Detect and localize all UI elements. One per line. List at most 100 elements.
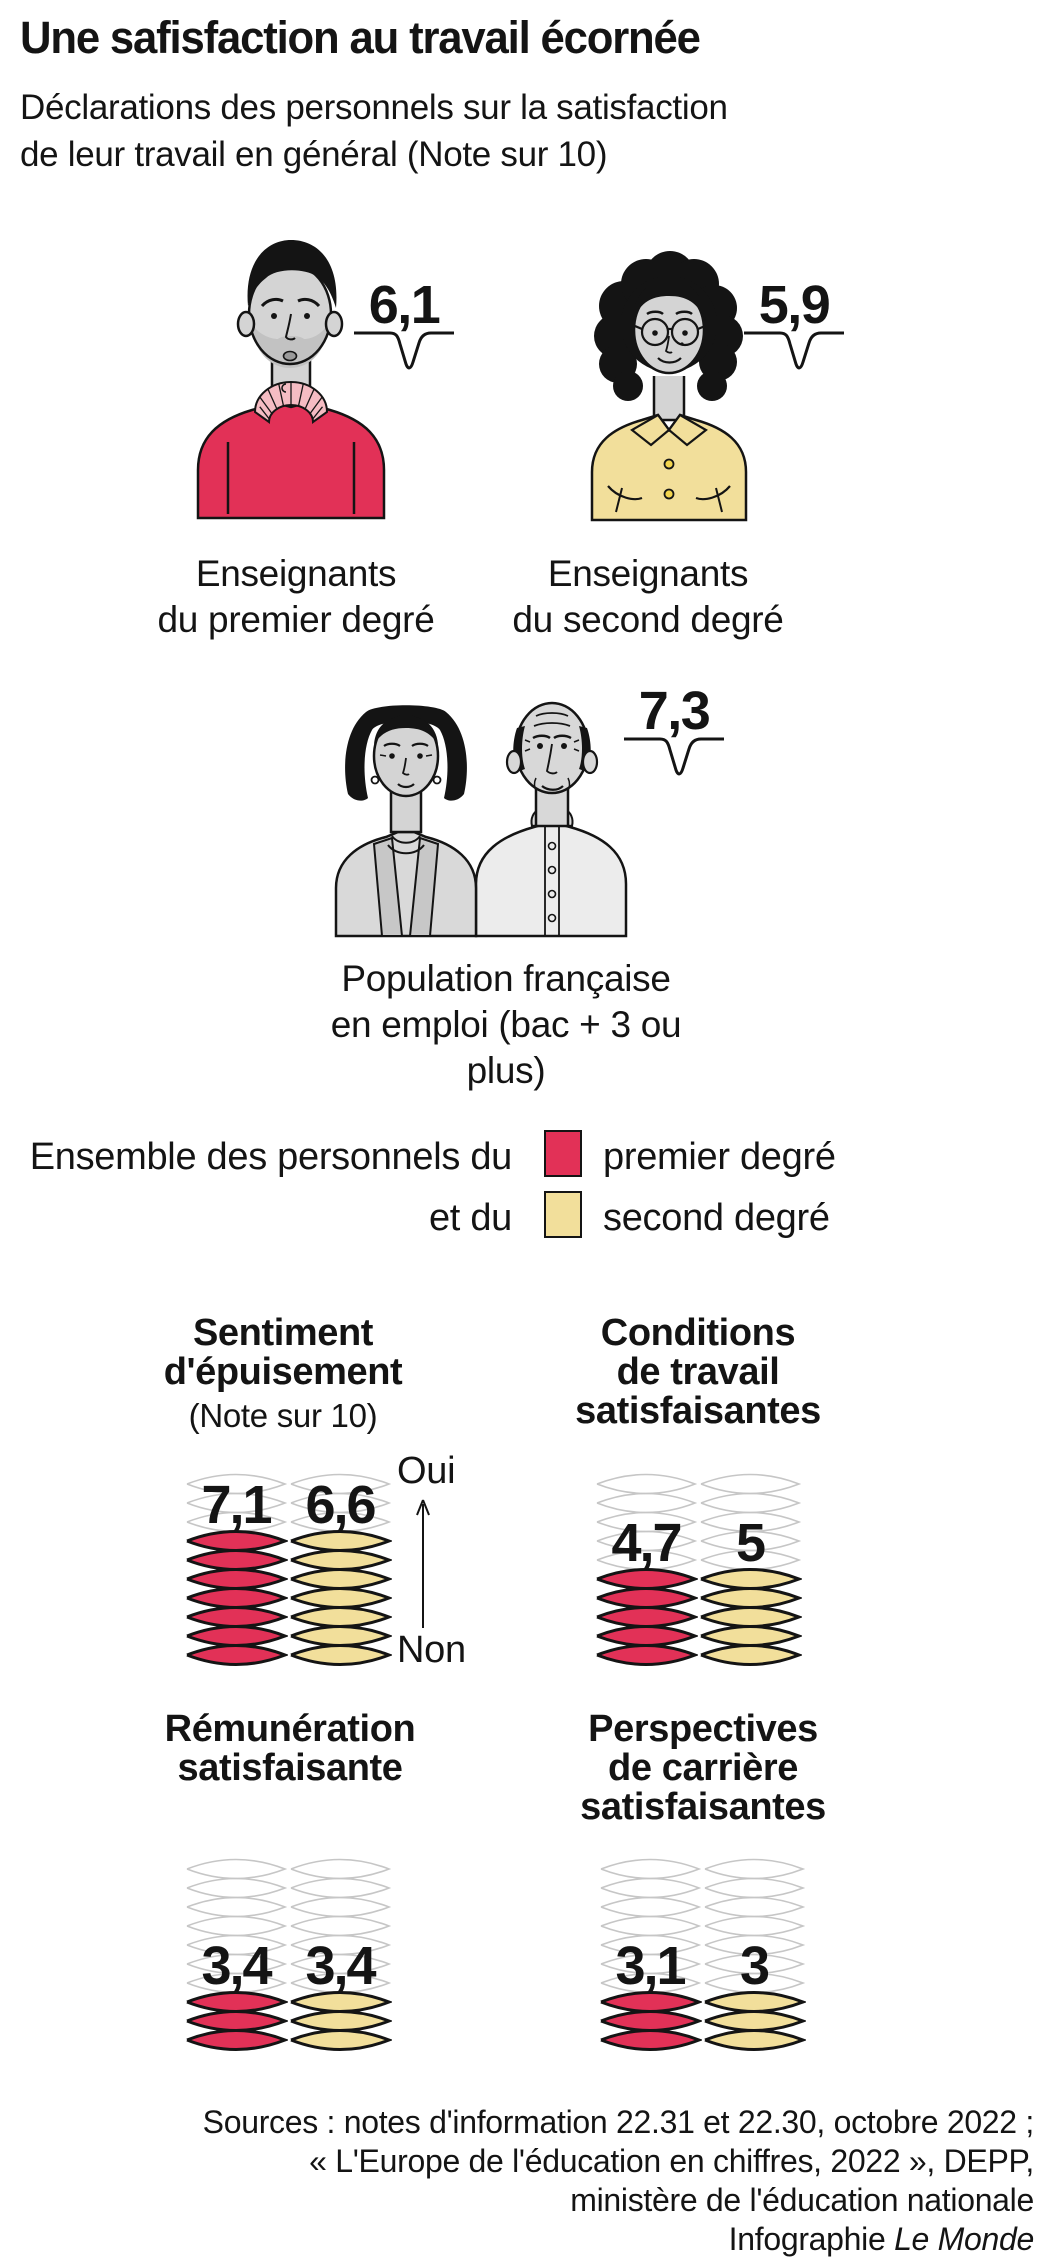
sources: Sources : notes d'information 22.31 et 2…: [203, 2103, 1035, 2259]
subtitle-line-1: Déclarations des personnels sur la satis…: [20, 88, 728, 127]
lens-empty-icon: [596, 1473, 698, 1495]
subtitle: Déclarations des personnels sur la satis…: [20, 84, 728, 178]
lens-empty-icon: [290, 1492, 392, 1514]
credit-brand: Le Monde: [894, 2221, 1034, 2257]
lens-filled-icon: [704, 2029, 806, 2051]
lens-filled-icon: [290, 1530, 392, 1552]
value-label: 5: [735, 1513, 766, 1573]
legend-middle: et du: [428, 1197, 512, 1239]
lens-filled-icon: [290, 1991, 392, 2013]
lens-empty-icon: [704, 1972, 806, 1994]
lens-empty-icon: [290, 1934, 392, 1956]
lens-empty-icon: [290, 1953, 392, 1975]
lens-filled-icon: [600, 1991, 702, 2013]
lens-empty-icon: [704, 1877, 806, 1899]
lens-empty-icon: [290, 1896, 392, 1918]
speech-tail-icon: [744, 331, 844, 370]
lens-stack-sentiment-second: 6,6: [288, 1472, 392, 1667]
legend-swatch-second-degre: [544, 1191, 582, 1238]
second-degree-teacher-illustration: [590, 251, 748, 522]
speech-tail-icon: [624, 737, 724, 776]
value-label: 7,1: [201, 1475, 272, 1535]
lens-empty-icon: [700, 1492, 802, 1514]
french-population-illustration: [334, 701, 628, 938]
lens-empty-icon: [186, 1915, 288, 1937]
lens-empty-icon: [290, 1473, 392, 1495]
lens-empty-icon: [186, 1896, 288, 1918]
lens-filled-icon: [600, 2029, 702, 2051]
lens-empty-icon: [700, 1511, 802, 1533]
axis-label-oui: Oui: [397, 1450, 456, 1492]
lens-filled-icon: [596, 1568, 698, 1590]
lens-empty-icon: [700, 1473, 802, 1495]
score-value: 7,3: [638, 681, 711, 741]
lens-filled-icon: [186, 1549, 288, 1571]
score-badge-second-degree: 5,9: [742, 275, 846, 374]
credit: Infographie Le Monde: [728, 2221, 1035, 2257]
chart-title-sentiment-epuisement: Sentiment d'épuisement (Note sur 10): [133, 1314, 433, 1435]
lens-stack-conditions-second: 5: [698, 1472, 802, 1667]
lens-stack-perspectives-second: 3: [702, 1857, 806, 2052]
lens-filled-icon: [290, 1568, 392, 1590]
lens-empty-icon: [186, 1877, 288, 1899]
lens-stack-remuneration-second: 3,4: [288, 1857, 392, 2052]
lens-filled-icon: [596, 1625, 698, 1647]
lens-empty-icon: [704, 1896, 806, 1918]
lens-empty-icon: [290, 1915, 392, 1937]
lens-stack-perspectives-premier: 3,1: [598, 1857, 702, 2052]
up-arrow-icon: [416, 1499, 430, 1628]
lens-empty-icon: [290, 1972, 392, 1994]
value-label: 3,4: [201, 1936, 272, 1996]
lens-empty-icon: [290, 1877, 392, 1899]
lens-filled-icon: [290, 1587, 392, 1609]
lens-empty-icon: [700, 1530, 802, 1552]
value-label: 4,7: [611, 1513, 682, 1573]
value-label: 3,1: [615, 1936, 686, 1996]
lens-filled-icon: [290, 1625, 392, 1647]
legend-swatch-premier-degre: [544, 1130, 582, 1177]
lens-filled-icon: [186, 1991, 288, 2013]
lens-filled-icon: [186, 1568, 288, 1590]
lens-filled-icon: [290, 2029, 392, 2051]
lens-filled-icon: [596, 1644, 698, 1666]
lens-filled-icon: [290, 1644, 392, 1666]
lens-empty-icon: [596, 1511, 698, 1533]
first-degree-label: Enseignants du premier degré: [157, 553, 435, 640]
score-value: 5,9: [758, 275, 831, 335]
sources-line-2: « L'Europe de l'éducation en chiffres, 2…: [309, 2143, 1034, 2179]
lens-stack-conditions-premier: 4,7: [594, 1472, 698, 1667]
lens-filled-icon: [186, 2029, 288, 2051]
value-label: 6,6: [305, 1475, 376, 1535]
lens-empty-icon: [290, 1511, 392, 1533]
lens-empty-icon: [596, 1549, 698, 1571]
chart-title-remuneration: Rémunération satisfaisante: [164, 1708, 416, 1789]
lens-filled-icon: [700, 1606, 802, 1628]
lens-empty-icon: [600, 1896, 702, 1918]
lens-filled-icon: [704, 2010, 806, 2032]
subtitle-line-2: de leur travail en général (Note sur 10): [20, 135, 608, 174]
score-badge-population: 7,3: [622, 681, 726, 780]
chart-title-conditions-travail: Conditions de travail satisfaisantes: [575, 1312, 821, 1432]
lens-filled-icon: [186, 1530, 288, 1552]
legend-label-second-degre: second degré: [603, 1197, 830, 1239]
score-badge-first-degree: 6,1: [352, 278, 456, 374]
lens-empty-icon: [186, 1934, 288, 1956]
lens-empty-icon: [600, 1877, 702, 1899]
lens-filled-icon: [290, 2010, 392, 2032]
lens-filled-icon: [186, 1644, 288, 1666]
lens-empty-icon: [596, 1530, 698, 1552]
lens-empty-icon: [186, 1473, 288, 1495]
lens-filled-icon: [596, 1587, 698, 1609]
lens-filled-icon: [600, 2010, 702, 2032]
legend-prefix: Ensemble des personnels du: [29, 1136, 513, 1178]
lens-empty-icon: [186, 1953, 288, 1975]
lens-stack-sentiment-premier: 7,1: [184, 1472, 288, 1667]
speech-tail-icon: [354, 331, 454, 370]
lens-empty-icon: [186, 1492, 288, 1514]
lens-filled-icon: [290, 1606, 392, 1628]
lens-empty-icon: [600, 1934, 702, 1956]
sources-line-3: ministère de l'éducation nationale: [570, 2182, 1034, 2218]
lens-empty-icon: [186, 1511, 288, 1533]
lens-empty-icon: [290, 1858, 392, 1880]
